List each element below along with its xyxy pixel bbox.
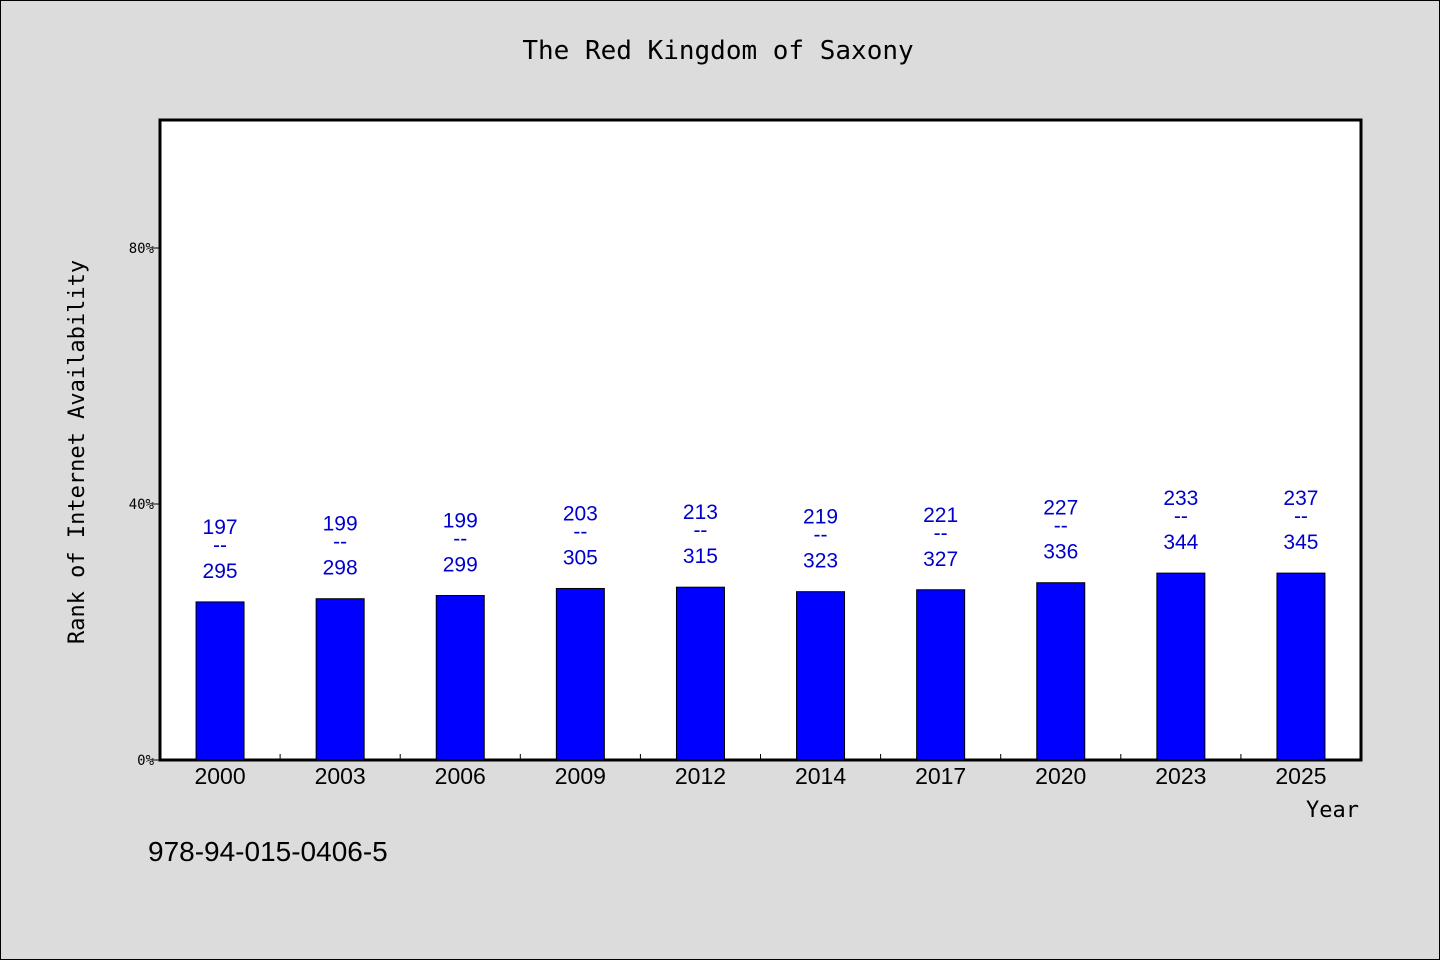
data-label-separator: -- [573,520,587,543]
data-label-separator: -- [1294,505,1308,528]
bar [1156,572,1206,761]
bar [315,598,365,761]
bar [916,589,966,761]
data-label-separator: -- [453,528,467,551]
data-label-top: 199 [323,513,358,536]
data-label-top: 227 [1043,497,1078,520]
y-tick-label: 40% [129,497,155,513]
data-label-bottom: 323 [803,550,838,573]
data-label-top: 219 [803,506,838,529]
x-tick-label: 2006 [435,763,486,789]
x-tick-label: 2000 [194,763,245,789]
y-axis-label: Rank of Internet Availability [65,260,90,644]
data-label-separator: -- [1174,505,1188,528]
data-label-top: 203 [563,502,598,525]
data-label-separator: -- [333,531,347,554]
bar [796,591,846,761]
x-tick-label: 2012 [675,763,726,789]
y-tick-label: 80% [129,241,155,257]
bar [435,595,485,761]
data-label-separator: -- [693,519,707,542]
bar [1036,582,1086,761]
data-label-bottom: 315 [683,545,718,568]
data-label-bottom: 344 [1163,531,1198,554]
data-label-separator: -- [1054,515,1068,538]
data-label-top: 197 [203,516,238,539]
x-tick-label: 2003 [315,763,366,789]
data-label-separator: -- [814,524,828,547]
x-tick-label: 2023 [1155,763,1206,789]
data-label-bottom: 299 [443,554,478,577]
data-label-bottom: 305 [563,546,598,569]
data-label-separator: -- [213,534,227,557]
isbn-text: 978-94-015-0406-5 [148,836,388,867]
x-tick-label: 2014 [795,763,846,789]
data-label-bottom: 345 [1283,531,1318,554]
data-label-top: 221 [923,504,958,527]
data-label-bottom: 298 [323,557,358,580]
data-label-bottom: 327 [923,548,958,571]
data-label-top: 237 [1283,487,1318,510]
y-tick-label: 0% [137,753,154,769]
bar [555,587,605,761]
bar [675,586,725,761]
x-tick-label: 2020 [1035,763,1086,789]
x-tick-label: 2025 [1275,763,1326,789]
x-tick-label: 2009 [555,763,606,789]
bar [195,601,245,761]
data-label-bottom: 336 [1043,541,1078,564]
data-label-separator: -- [934,522,948,545]
bar [1276,572,1326,761]
data-label-top: 233 [1163,487,1198,510]
data-label-top: 199 [443,510,478,533]
data-label-top: 213 [683,501,718,524]
chart-title: The Red Kingdom of Saxony [522,36,914,66]
x-tick-label: 2017 [915,763,966,789]
data-label-bottom: 295 [203,560,238,583]
x-axis-label: Year [1306,798,1359,823]
